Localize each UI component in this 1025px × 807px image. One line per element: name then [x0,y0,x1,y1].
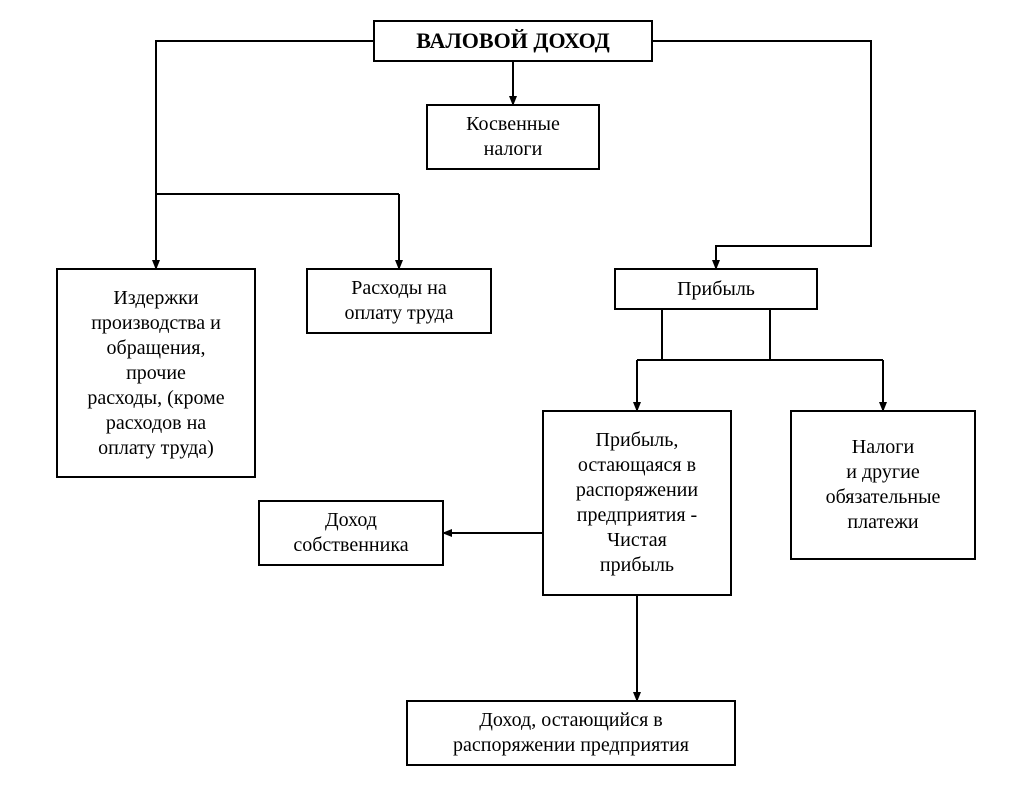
node-indirect_taxes: Косвенныеналоги [426,104,600,170]
edge-8 [770,310,883,360]
node-taxes: Налогии другиеобязательныеплатежи [790,410,976,560]
node-profit: Прибыль [614,268,818,310]
node-label: Прибыль,остающаяся враспоряжениипредприя… [576,428,698,578]
node-label: Налогии другиеобязательныеплатежи [826,435,941,535]
edge-6 [662,310,780,360]
node-label: Прибыль [677,277,755,302]
node-costs: Издержкипроизводства иобращения,прочиера… [56,268,256,478]
node-remaining_income: Доход, остающийся враспоряжении предприя… [406,700,736,766]
edge-1 [156,41,408,194]
edge-5 [618,41,871,268]
node-owner_income: Доходсобственника [258,500,444,566]
node-label: Косвенныеналоги [466,112,560,162]
node-labor: Расходы наоплату труда [306,268,492,334]
node-root: ВАЛОВОЙ ДОХОД [373,20,653,62]
node-label: Издержкипроизводства иобращения,прочиера… [87,286,224,461]
node-label: Доходсобственника [293,508,408,558]
node-label: ВАЛОВОЙ ДОХОД [416,27,610,55]
node-label: Доход, остающийся враспоряжении предприя… [453,708,689,758]
node-label: Расходы наоплату труда [344,276,453,326]
node-net_profit: Прибыль,остающаяся враспоряжениипредприя… [542,410,732,596]
